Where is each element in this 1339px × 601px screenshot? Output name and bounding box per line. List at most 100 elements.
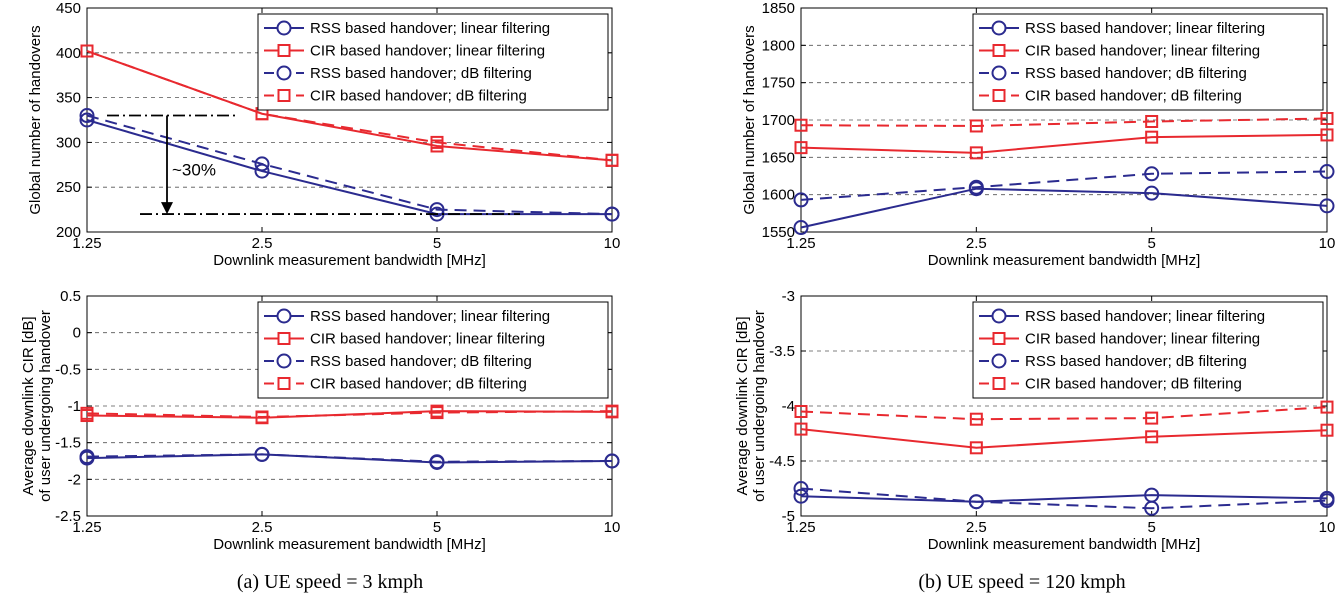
series-line [800, 187, 1328, 229]
data-point [1145, 130, 1159, 144]
data-point [1145, 114, 1159, 128]
y-tick-label: 1700 [762, 112, 795, 129]
legend: RSS based handover; linear filtering CIR … [972, 13, 1324, 111]
caption-left: (a) UE speed = 3 kmph [237, 571, 423, 593]
data-point [1144, 166, 1160, 182]
legend-box [257, 13, 609, 111]
legend-swatch-marker [991, 308, 1007, 324]
legend: RSS based handover; linear filtering CIR … [257, 301, 609, 399]
caption-right: (b) UE speed = 120 kmph [918, 571, 1125, 593]
y-axis-label-line2: of user undergoing handover [751, 310, 768, 502]
y-tick-label: 1650 [762, 149, 795, 166]
legend-label: CIR based handover; linear filtering [1025, 331, 1260, 348]
y-tick-label: -5 [782, 508, 795, 525]
x-tick-label: 5 [433, 519, 441, 536]
chart-panel-4: -5 -4.5 -4 -3.5 -3 1.25 2.5 5 10 Downlink measure… [734, 288, 1335, 553]
x-tick-label: 1.25 [786, 519, 815, 536]
y-tick-label: -4.5 [769, 453, 795, 470]
legend-label: CIR based handover; linear filtering [310, 43, 545, 60]
data-point [1145, 430, 1159, 444]
data-point [429, 454, 445, 470]
data-point [1144, 185, 1160, 201]
legend-swatch-marker [992, 332, 1006, 345]
series-line [800, 117, 1328, 127]
y-tick-label: 250 [56, 179, 81, 196]
data-point [969, 146, 983, 160]
data-point [1320, 112, 1334, 126]
data-point [604, 453, 620, 469]
data-point [254, 446, 270, 462]
legend-swatch-marker [276, 308, 292, 324]
legend-label: RSS based handover; linear filtering [1025, 20, 1265, 37]
x-tick-label: 2.5 [966, 519, 987, 536]
data-point [793, 488, 809, 504]
legend-label: RSS based handover; dB filtering [1025, 65, 1247, 82]
legend-label: RSS based handover; dB filtering [310, 353, 532, 370]
data-point [793, 220, 809, 236]
series-line [800, 133, 1328, 154]
data-point [793, 481, 809, 496]
data-point [794, 422, 808, 436]
legend-label: CIR based handover; linear filtering [310, 331, 545, 348]
chart-panel-3: -2.5 -2 -1.5 -1 -0.5 0 0.5 1.25 2.5 5 10 Downlink m… [20, 288, 620, 553]
data-point [1319, 198, 1335, 214]
data-point [1320, 423, 1334, 437]
data-point [79, 108, 95, 124]
y-tick-label: 300 [56, 134, 81, 151]
series-line [86, 114, 613, 216]
series-line [86, 453, 613, 463]
x-tick-label: 2.5 [966, 235, 987, 252]
legend-swatch-marker [991, 65, 1007, 81]
legend-label: CIR based handover; dB filtering [310, 376, 527, 393]
x-tick-label: 1.25 [786, 235, 815, 252]
data-point [969, 412, 983, 426]
series-line [800, 487, 1328, 510]
legend-swatch-marker [276, 65, 292, 81]
data-point [1145, 411, 1159, 425]
y-tick-label: -0.5 [55, 361, 81, 378]
legend-label: CIR based handover; dB filtering [1025, 88, 1242, 105]
x-axis-label: Downlink measurement bandwidth [MHz] [213, 536, 486, 553]
data-point [429, 202, 445, 218]
annotation-label: ~30% [172, 160, 216, 179]
series-line [800, 428, 1328, 449]
x-tick-label: 10 [604, 235, 621, 252]
y-tick-label: -3.5 [769, 343, 795, 360]
series-line [86, 50, 613, 162]
legend-label: RSS based handover; linear filtering [310, 308, 550, 325]
series-line [86, 50, 613, 162]
x-tick-label: 1.25 [72, 519, 101, 536]
x-axis-label: Downlink measurement bandwidth [MHz] [928, 536, 1201, 553]
legend-label: RSS based handover; dB filtering [1025, 353, 1247, 370]
y-tick-label: 1850 [762, 0, 795, 17]
data-point [794, 141, 808, 155]
legend-box [972, 301, 1324, 399]
legend-label: CIR based handover; dB filtering [1025, 376, 1242, 393]
y-axis-label: Global number of handovers [27, 25, 44, 214]
legend-swatch-marker [991, 353, 1007, 369]
data-point [430, 406, 444, 420]
legend-swatch-marker [991, 20, 1007, 36]
chart-layer: 200 250 300 350 400 450 1.25 2.5 5 10 Downlink mea… [20, 0, 1335, 553]
data-point [255, 410, 269, 424]
data-point [1144, 500, 1160, 516]
data-point [793, 192, 809, 208]
legend-swatch-marker [992, 44, 1006, 57]
legend-label: RSS based handover; linear filtering [1025, 308, 1265, 325]
x-tick-label: 2.5 [252, 519, 273, 536]
y-tick-label: -4 [782, 398, 795, 415]
x-tick-label: 5 [1147, 235, 1155, 252]
y-tick-label: 0.5 [60, 288, 81, 305]
data-point [605, 153, 619, 167]
y-tick-label: 1750 [762, 75, 795, 92]
annotation-arrow-head [161, 202, 173, 215]
chart-panel-1: 200 250 300 350 400 450 1.25 2.5 5 10 Downlink mea… [27, 0, 620, 269]
y-tick-label: 400 [56, 45, 81, 62]
data-point [1319, 164, 1335, 180]
y-tick-label: -3 [782, 288, 795, 305]
data-point [430, 135, 444, 149]
y-tick-label: -1.5 [55, 435, 81, 452]
legend-label: RSS based handover; dB filtering [310, 65, 532, 82]
series-line [800, 494, 1328, 503]
data-point [254, 156, 270, 172]
